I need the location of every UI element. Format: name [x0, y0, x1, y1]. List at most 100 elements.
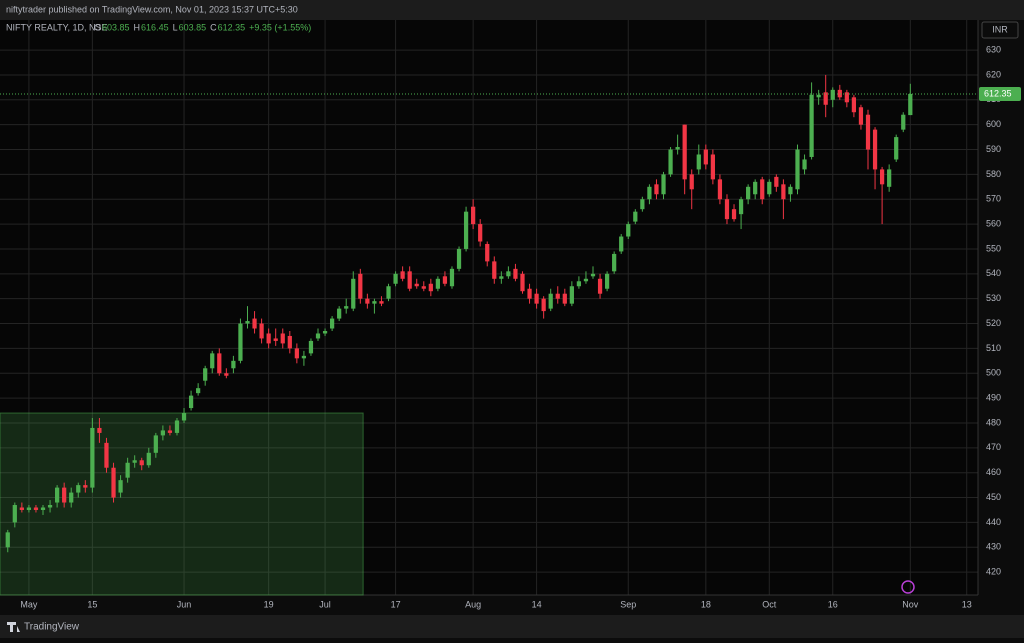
candle-body — [386, 286, 391, 299]
y-tick-label: 630 — [986, 44, 1001, 54]
candle-body — [471, 206, 476, 225]
legend-change: +9.35 (+1.55%) — [249, 22, 311, 32]
y-tick-label: 600 — [986, 119, 1001, 129]
y-tick-label: 550 — [986, 243, 1001, 253]
candle-body — [668, 149, 673, 175]
candle-body — [894, 137, 899, 160]
candle-body — [879, 169, 885, 185]
y-tick-label: 580 — [986, 169, 1001, 179]
indicator-icon — [901, 580, 915, 594]
candle-body — [224, 373, 229, 376]
candle-body — [196, 388, 201, 394]
candle-body — [40, 507, 46, 510]
candle-body — [837, 89, 842, 98]
candle-body — [696, 154, 701, 170]
y-tick-label: 450 — [986, 492, 1001, 502]
y-tick-label: 440 — [986, 517, 1001, 527]
y-tick-label: 430 — [986, 542, 1001, 552]
candle-body — [619, 236, 624, 252]
last-price-tag — [979, 86, 1021, 101]
y-tick-label: 570 — [986, 194, 1001, 204]
candle-body — [54, 487, 60, 503]
candle-body — [266, 333, 271, 344]
candle-body — [125, 462, 130, 478]
candle-body — [139, 460, 144, 466]
candle-body — [647, 186, 652, 200]
candle-body — [160, 430, 165, 436]
legend-key: C — [210, 22, 217, 32]
candle-body — [104, 442, 109, 468]
candle-body — [245, 321, 250, 324]
candle-body — [315, 333, 321, 339]
legend-key: O — [94, 22, 101, 32]
x-tick-label: Jul — [319, 599, 331, 609]
candle-body — [583, 278, 589, 282]
candle-body — [463, 211, 469, 249]
x-tick-label: 15 — [87, 599, 97, 609]
candle-body — [167, 430, 173, 433]
candle-body — [12, 505, 17, 523]
candle-body — [449, 268, 455, 287]
candle-body — [753, 181, 758, 195]
candle-body — [562, 293, 567, 304]
candle-body — [724, 199, 730, 220]
y-tick-label: 520 — [986, 318, 1001, 328]
candle-body — [308, 340, 314, 354]
y-tick-label: 460 — [986, 467, 1001, 477]
candle-body — [153, 435, 158, 453]
candle-body — [294, 348, 299, 359]
candle-body — [329, 318, 335, 329]
candle-body — [499, 276, 504, 279]
candle-body — [259, 323, 264, 339]
candle-body — [146, 452, 151, 466]
candle-body — [626, 224, 631, 237]
candle-body — [76, 485, 81, 493]
symbol: NIFTY REALTY, 1D, NSE — [6, 22, 108, 32]
x-tick-label: Nov — [902, 599, 919, 609]
candle-body — [788, 186, 793, 195]
candle-body — [217, 353, 222, 374]
candle-body — [414, 283, 419, 287]
x-tick-label: 17 — [391, 599, 401, 609]
candle-body — [710, 154, 715, 180]
candle-body — [19, 507, 24, 510]
candle-body — [365, 298, 370, 304]
candle-body — [203, 368, 208, 381]
candle-body — [506, 271, 511, 277]
candle-body — [90, 427, 95, 488]
x-tick-label: Oct — [762, 599, 777, 609]
candle-body — [478, 224, 483, 242]
candle-body — [760, 179, 765, 200]
candle-body — [174, 420, 180, 433]
candle-body — [5, 532, 10, 548]
y-tick-label: 560 — [986, 218, 1001, 228]
candle-body — [231, 360, 236, 369]
candle-body — [188, 395, 194, 409]
candle-body — [858, 107, 864, 125]
candle-body — [661, 174, 666, 195]
candle-body — [548, 293, 553, 309]
legend: NIFTY REALTY, 1D, NSE O 603.85 H 616.45 L 603… — [6, 22, 311, 32]
candle-body — [280, 333, 285, 344]
candle-body — [703, 149, 708, 165]
y-tick-label: 590 — [986, 144, 1001, 154]
candle-body — [541, 298, 546, 312]
candle-body — [287, 335, 292, 349]
candle-body — [597, 278, 603, 294]
candle-body — [830, 89, 835, 100]
y-tick-label: 500 — [986, 368, 1001, 378]
legend-key: H — [134, 22, 141, 32]
x-tick-label: Jun — [177, 599, 192, 609]
candle-body — [689, 174, 694, 190]
candle-body — [738, 199, 744, 215]
candle-body — [865, 114, 871, 150]
zone — [0, 412, 364, 596]
candle-body — [872, 129, 878, 170]
candle-body — [520, 273, 525, 292]
candle-body — [887, 169, 892, 187]
candle-body — [767, 181, 772, 195]
candle-body — [435, 278, 440, 289]
candle-body — [379, 301, 384, 304]
candle-body — [372, 301, 377, 304]
candle-body — [682, 124, 687, 180]
